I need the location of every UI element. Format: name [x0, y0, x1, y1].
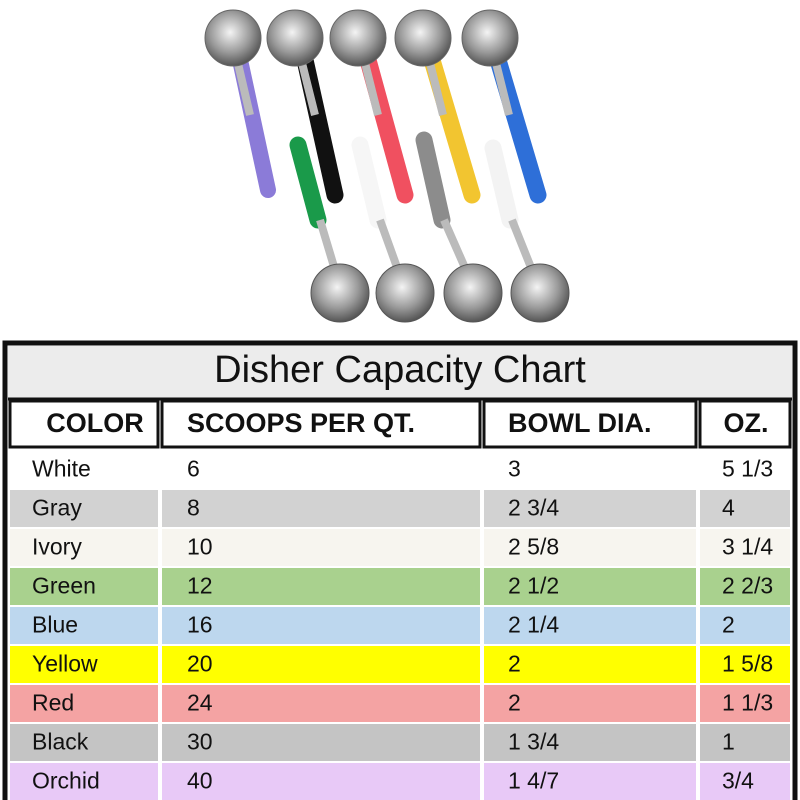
capacity-table: Disher Capacity Chart COLOR SCOOPS PER QT…: [2, 340, 798, 800]
scoop: [394, 9, 481, 204]
scoop: [461, 9, 547, 204]
cell-text: 2: [508, 690, 521, 716]
cell-text: 1 4/7: [508, 768, 559, 794]
cell-text: 2 1/2: [508, 573, 559, 599]
table-title: Disher Capacity Chart: [214, 349, 586, 391]
cell-bg: [162, 451, 480, 488]
cell-bg: [484, 724, 696, 761]
cell-text: 2 2/3: [722, 573, 773, 599]
cell-text: Yellow: [32, 651, 98, 677]
cell-bg: [484, 490, 696, 527]
cell-text: 16: [187, 612, 213, 638]
cell-text: 4: [722, 495, 735, 521]
cell-text: 2 5/8: [508, 534, 559, 560]
cell-text: 3 1/4: [722, 534, 773, 560]
cell-text: 30: [187, 729, 213, 755]
cell-bg: [484, 646, 696, 683]
cell-bg: [162, 607, 480, 644]
cell-text: 1 3/4: [508, 729, 559, 755]
cell-text: 1: [722, 729, 735, 755]
cell-text: 3: [508, 456, 521, 482]
cell-text: 8: [187, 495, 200, 521]
cell-text: 10: [187, 534, 213, 560]
cell-bg: [700, 451, 790, 488]
header-cell: [698, 399, 792, 449]
cell-bg: [700, 529, 790, 566]
cell-text: White: [32, 456, 91, 482]
scoop: [351, 136, 435, 323]
cell-bg: [484, 568, 696, 605]
cell-text: Red: [32, 690, 74, 716]
cell-text: 3/4: [722, 768, 754, 794]
cell-text: Blue: [32, 612, 78, 638]
cell-text: 20: [187, 651, 213, 677]
cell-text: 24: [187, 690, 213, 716]
cell-bg: [484, 607, 696, 644]
cell-bg: [700, 646, 790, 683]
cell-bg: [700, 724, 790, 761]
cell-text: 1 5/8: [722, 651, 773, 677]
cell-text: 12: [187, 573, 213, 599]
product-image: [204, 9, 570, 323]
cell-bg: [700, 685, 790, 722]
header-row: [8, 400, 792, 448]
cell-bg: [484, 529, 696, 566]
header-label: COLOR: [46, 408, 144, 438]
cell-bg: [700, 607, 790, 644]
cell-bg: [10, 607, 158, 644]
title-cell: [8, 346, 792, 398]
header-label: BOWL DIA.: [508, 408, 652, 438]
scoop: [289, 136, 370, 323]
scoop: [415, 131, 503, 323]
cell-bg: [10, 763, 158, 800]
cell-bg: [10, 490, 158, 527]
cell-bg: [700, 763, 790, 800]
cell-text: 6: [187, 456, 200, 482]
cell-bg: [484, 763, 696, 800]
cell-text: 2 1/4: [508, 612, 559, 638]
cell-text: Green: [32, 573, 96, 599]
scoop: [204, 9, 276, 198]
cell-bg: [10, 685, 158, 722]
cell-bg: [10, 529, 158, 566]
cell-bg: [162, 490, 480, 527]
scoop: [484, 139, 570, 323]
scoop: [329, 9, 414, 204]
cell-text: Black: [32, 729, 89, 755]
cell-bg: [162, 763, 480, 800]
cell-bg: [10, 646, 158, 683]
cell-bg: [10, 568, 158, 605]
cell-text: 40: [187, 768, 213, 794]
cell-bg: [162, 529, 480, 566]
header-label: SCOOPS PER QT.: [187, 408, 415, 438]
header-label: OZ.: [724, 408, 769, 438]
cell-text: Orchid: [32, 768, 100, 794]
cell-text: 2: [722, 612, 735, 638]
header-cell: [8, 399, 160, 449]
cell-bg: [484, 451, 696, 488]
cell-text: 2 3/4: [508, 495, 559, 521]
cell-bg: [162, 685, 480, 722]
cell-text: 5 1/3: [722, 456, 773, 482]
header-cell: [160, 399, 482, 449]
cell-text: 1 1/3: [722, 690, 773, 716]
cell-text: Gray: [32, 495, 82, 521]
cell-bg: [700, 568, 790, 605]
cell-bg: [162, 724, 480, 761]
cell-text: Ivory: [32, 534, 82, 560]
scoop: [266, 9, 344, 204]
cell-text: 2: [508, 651, 521, 677]
cell-bg: [484, 685, 696, 722]
cell-bg: [10, 724, 158, 761]
cell-bg: [162, 646, 480, 683]
cell-bg: [700, 490, 790, 527]
cell-bg: [162, 568, 480, 605]
cell-bg: [10, 451, 158, 488]
header-cell: [482, 399, 698, 449]
